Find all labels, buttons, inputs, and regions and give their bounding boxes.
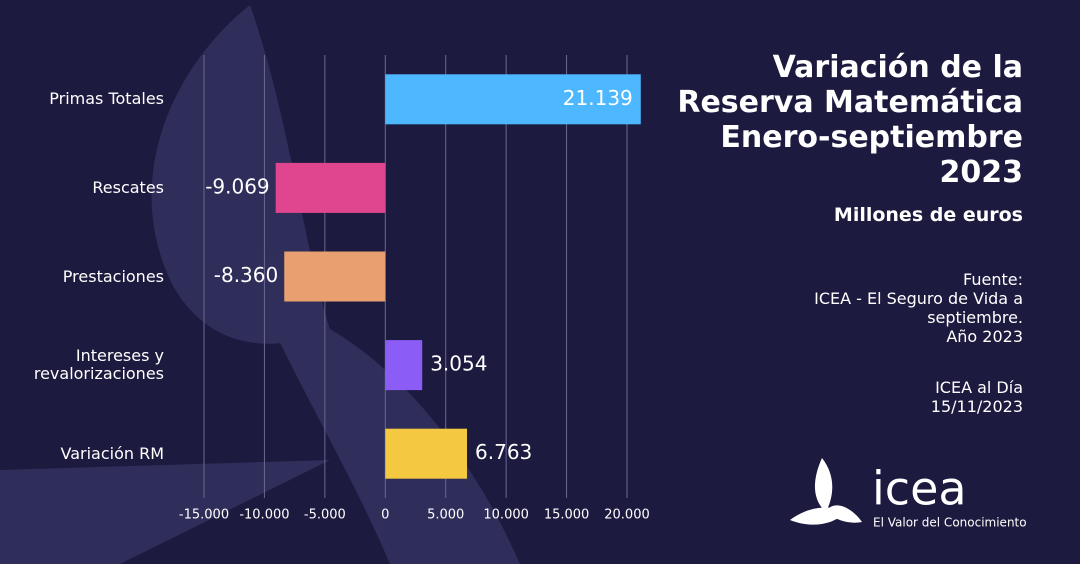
title-line: Enero-septiembre [720,120,1023,155]
x-tick-label: 15.000 [544,508,590,523]
x-tick-label: -15.000 [179,508,229,523]
value-label: -8.360 [214,263,278,287]
title-line: 2023 [939,155,1024,190]
x-tick-label: 10.000 [483,508,529,523]
y-tick-label: Primas Totales [49,89,164,109]
value-label: -9.069 [205,174,269,198]
note-line: 15/11/2023 [930,397,1023,416]
bar [284,251,386,302]
value-label: 6.763 [475,440,532,464]
logo-mark [790,458,862,525]
bar [275,162,386,213]
chart-subtitle: Millones de euros [833,204,1023,226]
y-tick-label: Prestaciones [62,266,164,286]
source: Fuente: ICEA - El Seguro de Vida a septiem… [814,270,1023,346]
source-line: septiembre. [927,308,1023,327]
value-label: 3.054 [430,352,487,376]
x-tick-label: 5.000 [427,508,464,523]
source-line: Año 2023 [946,327,1023,346]
y-tick-label: Rescates [92,177,164,197]
x-tick-label: -5.000 [304,508,346,523]
value-label: 21.139 [563,86,633,110]
logo-name: icea [872,462,967,516]
note-line: ICEA al Día [935,378,1023,397]
source-line: Fuente: [963,270,1023,289]
bar [385,340,423,391]
note: ICEA al Día 15/11/2023 [931,378,1023,416]
x-tick-label: 20.000 [604,508,650,523]
logo-tagline: El Valor del Conocimiento [873,516,1027,530]
bar [385,428,468,479]
source-line: ICEA - El Seguro de Vida a [814,289,1023,308]
y-tick-label: Intereses y revalorizaciones [33,346,164,384]
title-line: Variación de la [772,50,1023,85]
x-tick-label: -10.000 [239,508,289,523]
bar [385,74,641,125]
title-line: Reserva Matemática [677,85,1023,120]
x-tick-label: 0 [381,508,389,523]
y-tick-label: Variación RM [60,443,164,463]
chart-title: Variación de la Reserva Matemática Enero-s… [677,50,1023,190]
